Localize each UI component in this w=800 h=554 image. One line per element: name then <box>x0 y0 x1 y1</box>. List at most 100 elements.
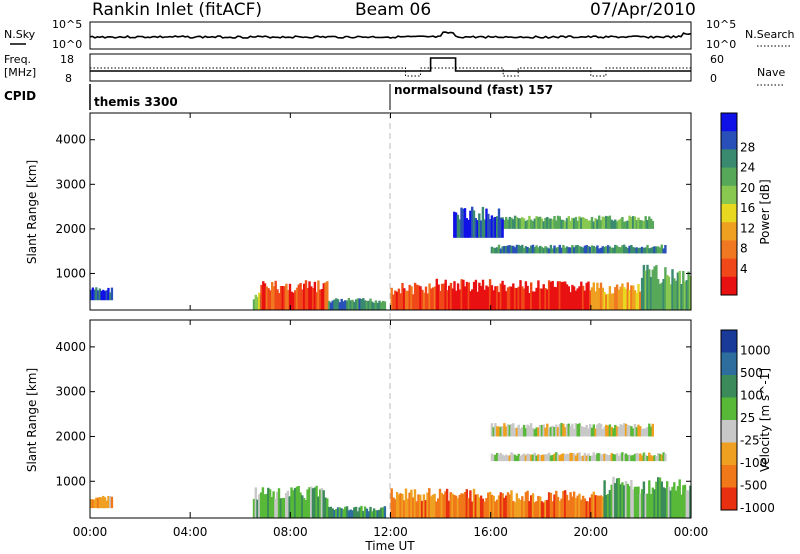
data-cell <box>542 284 545 310</box>
data-cell <box>460 279 463 310</box>
data-cell <box>506 455 510 462</box>
data-cell <box>610 293 613 310</box>
data-cell <box>451 288 454 310</box>
data-cell <box>667 486 671 518</box>
data-cell <box>646 427 649 437</box>
data-cell <box>103 497 107 509</box>
data-cell <box>632 489 635 518</box>
data-cell <box>651 247 654 254</box>
data-cell <box>510 424 513 437</box>
data-cell <box>632 455 635 462</box>
data-cell <box>369 298 372 310</box>
data-cell <box>556 454 560 462</box>
data-cell <box>474 279 478 310</box>
data-cell <box>555 247 558 254</box>
data-cell <box>497 495 501 518</box>
data-cell <box>687 271 690 310</box>
data-cell <box>635 453 638 462</box>
data-cell <box>501 219 504 238</box>
data-cell <box>281 497 284 518</box>
data-cell <box>671 486 674 518</box>
data-cell <box>340 508 343 518</box>
data-cell <box>546 423 549 437</box>
data-cell <box>553 453 556 462</box>
data-cell <box>306 288 309 310</box>
data-cell <box>615 284 619 310</box>
data-cell <box>270 497 274 518</box>
data-cell <box>664 245 667 254</box>
data-cell <box>429 496 433 518</box>
data-cell <box>335 509 338 518</box>
data-cell <box>683 484 687 518</box>
data-cell <box>603 426 606 437</box>
data-cell <box>551 501 554 518</box>
data-cell <box>646 220 649 229</box>
data-cell <box>558 281 561 310</box>
data-cell <box>605 294 608 310</box>
data-cell <box>608 286 612 310</box>
cpid-mode-2: normalsound (fast) 157 <box>394 83 553 97</box>
data-cell <box>390 488 393 518</box>
data-cell <box>587 428 590 437</box>
data-cell <box>381 300 385 310</box>
data-cell <box>587 246 590 254</box>
data-cell <box>496 499 499 518</box>
data-cell <box>288 283 292 310</box>
data-cell <box>395 492 399 518</box>
data-cell <box>503 246 506 254</box>
data-cell <box>490 215 494 238</box>
data-cell <box>598 495 601 518</box>
data-cell <box>606 293 610 310</box>
data-cell <box>383 506 387 518</box>
data-cell <box>326 281 329 310</box>
colorbar-swatch <box>721 276 737 296</box>
data-cell <box>585 424 588 437</box>
data-cell <box>666 481 669 518</box>
data-cell <box>574 245 578 254</box>
data-cell <box>483 219 486 238</box>
power-colorbar-label: Power [dB] <box>758 179 772 244</box>
data-cell <box>531 221 535 229</box>
data-cell <box>290 291 293 310</box>
data-cell <box>506 424 510 437</box>
data-cell <box>562 219 565 229</box>
colorbar-tick-label: 16 <box>740 201 755 215</box>
data-cell <box>437 498 440 518</box>
data-cell <box>451 493 454 518</box>
data-cell <box>610 484 613 518</box>
colorbar-tick-label: 500 <box>740 366 763 380</box>
data-cell <box>574 455 578 462</box>
data-cell <box>630 455 633 462</box>
data-cell <box>614 244 617 254</box>
data-cell <box>578 246 581 254</box>
data-cell <box>610 219 613 229</box>
data-cell <box>539 245 542 254</box>
data-cell <box>657 279 660 310</box>
data-cell <box>637 453 640 462</box>
data-cell <box>479 495 483 518</box>
data-cell <box>404 488 408 518</box>
data-cell <box>585 455 588 462</box>
data-cell <box>432 287 435 310</box>
data-cell <box>660 282 663 310</box>
data-cell <box>353 507 356 518</box>
data-cell <box>290 487 293 518</box>
freq-tick-lo: 8 <box>65 72 72 85</box>
data-cell <box>615 426 619 437</box>
data-cell <box>608 246 612 254</box>
data-cell <box>526 424 529 437</box>
data-cell <box>356 298 360 310</box>
data-cell <box>619 218 622 229</box>
data-cell <box>537 216 540 229</box>
data-cell <box>555 490 558 518</box>
data-cell <box>513 215 517 229</box>
data-cell <box>612 247 615 254</box>
data-cell <box>594 247 597 254</box>
data-cell <box>555 287 558 310</box>
data-cell <box>519 218 522 229</box>
data-cell <box>259 492 263 518</box>
data-cell <box>590 216 594 229</box>
data-cell <box>372 302 376 310</box>
data-cell <box>683 281 687 310</box>
data-cell <box>448 285 451 310</box>
